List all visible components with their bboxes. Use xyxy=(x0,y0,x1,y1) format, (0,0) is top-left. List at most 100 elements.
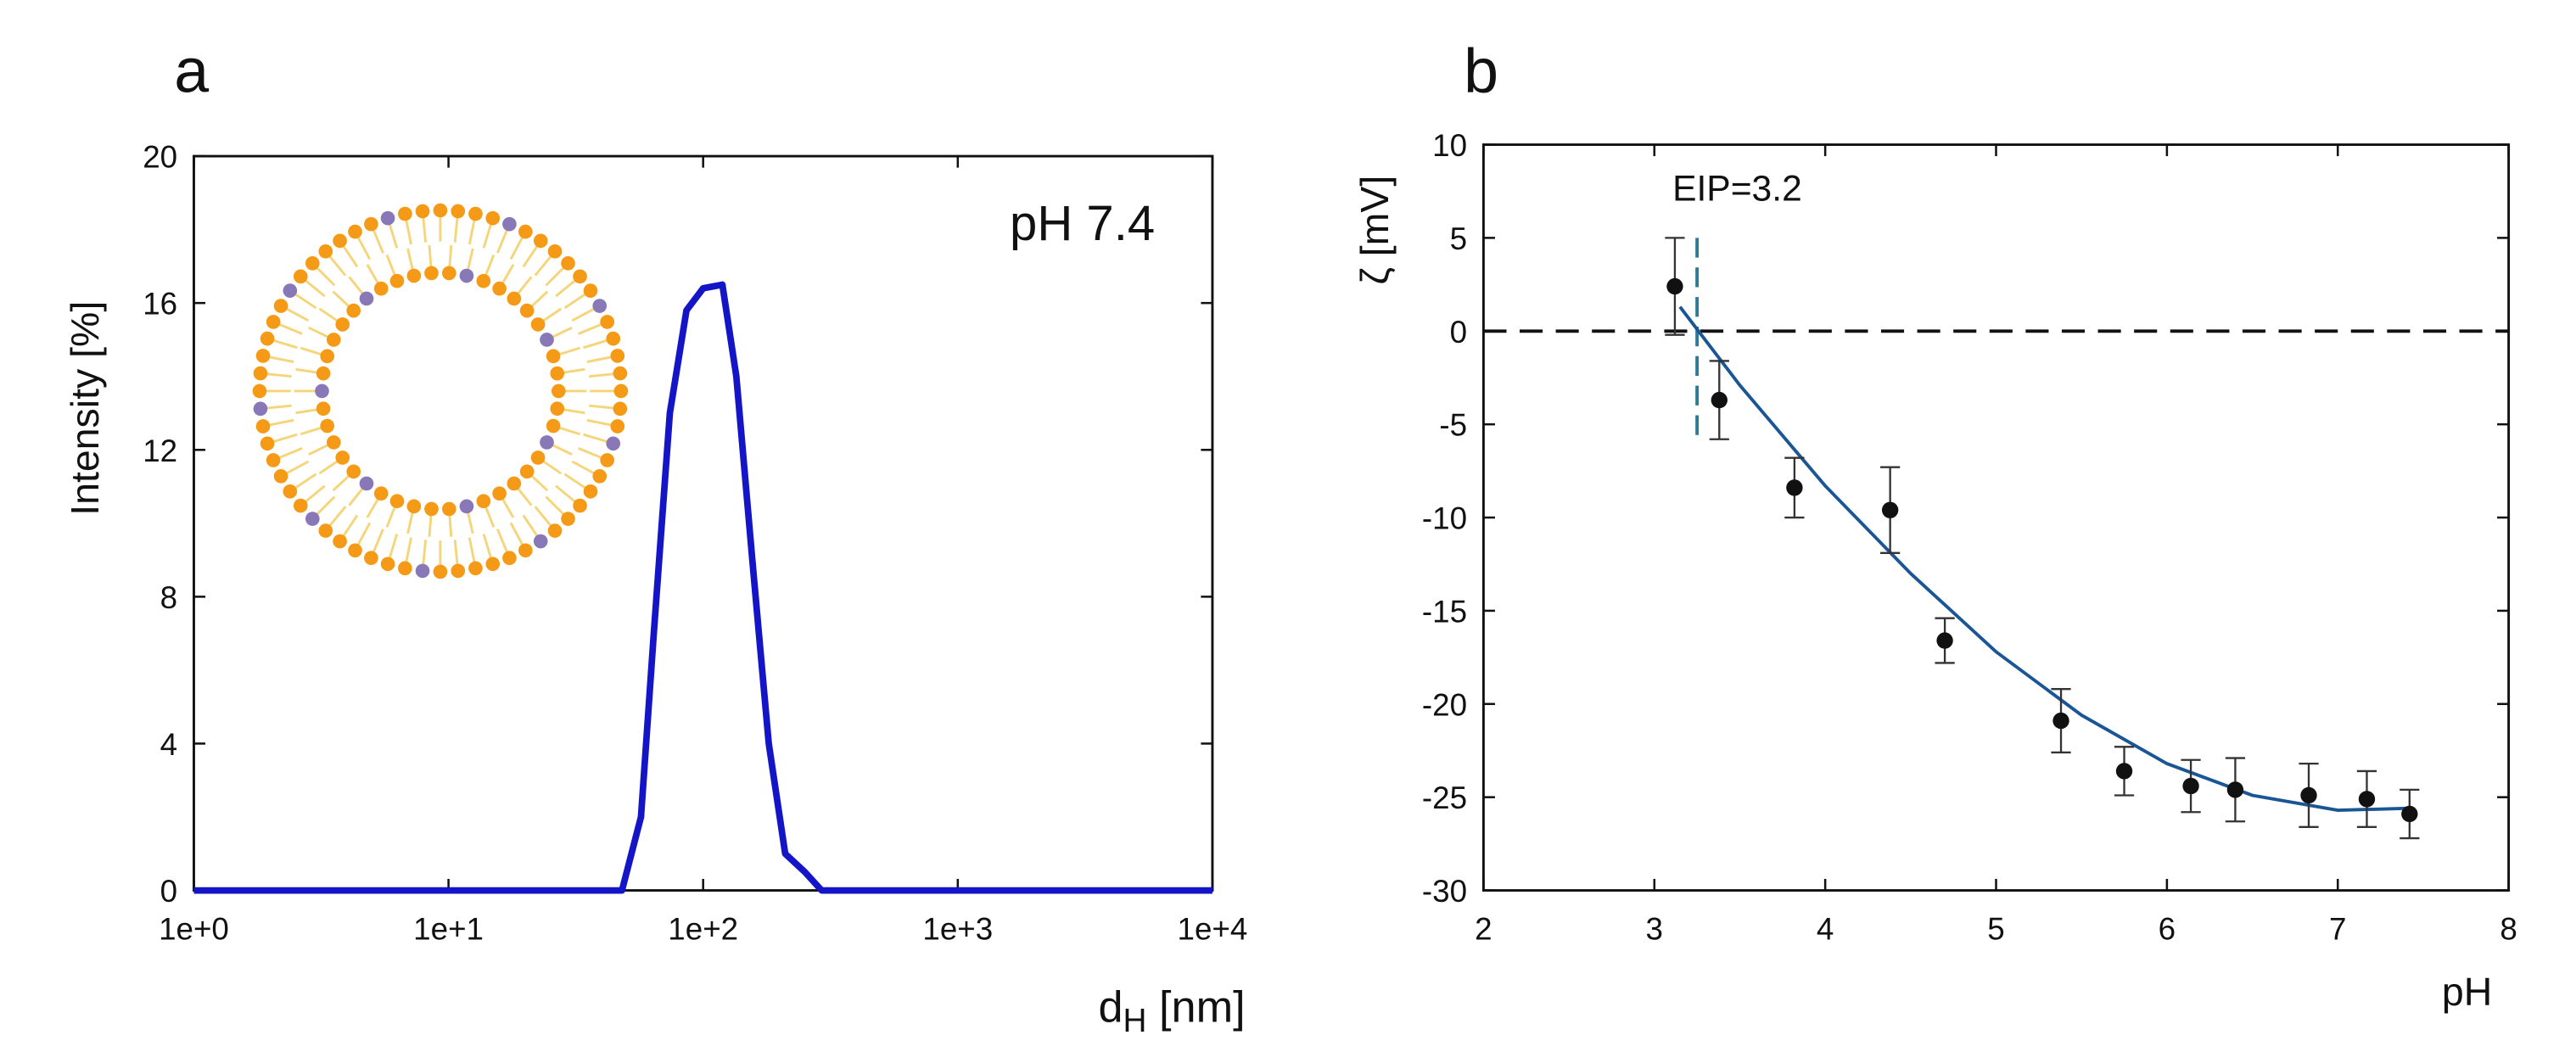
y-tick-label: 16 xyxy=(143,287,177,322)
lipid-head xyxy=(530,317,546,332)
x-tick-label: 1e+4 xyxy=(1178,912,1248,947)
panel-label: a xyxy=(174,36,209,106)
lipid-head xyxy=(305,256,320,271)
lipid-head xyxy=(346,303,361,318)
lipid-head xyxy=(320,418,335,434)
y-tick-label: -5 xyxy=(1439,408,1467,443)
x-tick-label: 1e+2 xyxy=(668,912,738,947)
lipid-head xyxy=(320,349,335,364)
y-tick-label: 10 xyxy=(1432,128,1467,163)
lipid-head xyxy=(442,501,456,517)
lipid-head xyxy=(459,268,474,283)
y-tick-label: 5 xyxy=(1450,221,1467,256)
x-tick-label: 6 xyxy=(2159,912,2176,947)
fit-curve xyxy=(1678,305,2406,813)
lipid-head xyxy=(507,476,522,491)
x-axis-label-main: d xyxy=(1098,982,1123,1032)
data-point xyxy=(2226,781,2244,798)
lipid-head xyxy=(255,349,271,363)
lipid-head xyxy=(398,206,412,221)
x-tick-label: 7 xyxy=(2329,912,2346,947)
data-point xyxy=(2052,712,2069,730)
lipid-head xyxy=(530,450,546,465)
lipid-head xyxy=(380,210,395,226)
data-point xyxy=(1786,479,1803,496)
y-axis-label: ζ [mV] xyxy=(1352,176,1397,285)
lipid-head xyxy=(485,210,501,226)
lipid-head xyxy=(335,317,350,332)
x-axis-label-unit: [nm] xyxy=(1146,982,1245,1032)
y-tick-label: 20 xyxy=(143,140,177,175)
x-axis-label: pH xyxy=(2442,970,2492,1014)
lipid-head xyxy=(253,366,268,381)
lipid-head xyxy=(433,203,448,218)
lipid-head xyxy=(380,557,395,572)
lipid-head xyxy=(468,561,483,576)
y-tick-label: 0 xyxy=(160,874,177,909)
lipid-head xyxy=(561,512,575,526)
lipid-head xyxy=(573,269,587,284)
y-tick-label: -25 xyxy=(1422,780,1467,815)
x-axis-label-sub: H xyxy=(1123,1003,1147,1039)
lipid-head xyxy=(468,206,483,221)
lipid-head xyxy=(359,291,374,306)
lipid-head xyxy=(547,523,563,538)
lipid-head xyxy=(255,419,271,434)
lipid-head xyxy=(613,383,629,399)
lipid-head xyxy=(485,557,501,572)
lipid-head xyxy=(451,563,466,579)
annotation: pH 7.4 xyxy=(1010,196,1155,251)
y-tick-label: -30 xyxy=(1422,874,1467,909)
y-tick-label: 12 xyxy=(143,434,177,468)
lipid-head xyxy=(273,299,288,313)
lipid-head xyxy=(406,499,422,514)
lipid-head xyxy=(519,303,535,318)
lipid-head xyxy=(316,366,331,381)
lipid-head xyxy=(260,331,275,346)
lipid-head xyxy=(533,534,548,549)
lipid-head xyxy=(606,436,621,451)
lipid-head xyxy=(335,450,350,465)
annotation: EIP=3.2 xyxy=(1672,168,1802,209)
x-tick-label: 5 xyxy=(1987,912,2004,947)
data-point xyxy=(2300,786,2317,804)
lipid-head xyxy=(551,383,566,399)
lipid-head xyxy=(613,366,628,381)
lipid-head xyxy=(364,551,378,566)
lipid-head xyxy=(519,464,535,479)
lipid-head xyxy=(252,383,267,399)
lipid-head xyxy=(533,233,548,249)
x-tick-label: 1e+1 xyxy=(413,912,484,947)
lipid-head xyxy=(583,484,598,499)
lipid-head xyxy=(540,435,554,450)
lipid-head xyxy=(451,204,466,219)
lipid-head xyxy=(592,299,608,313)
data-point xyxy=(1711,391,1728,409)
y-tick-label: 8 xyxy=(160,580,177,615)
lipid-head xyxy=(373,486,389,501)
lipid-head xyxy=(359,476,374,491)
lipid-head xyxy=(406,268,422,283)
lipid-head xyxy=(333,233,347,249)
vesicle-illustration xyxy=(252,203,629,579)
intensity-line xyxy=(193,281,1212,894)
lipid-head xyxy=(442,266,456,281)
data-point xyxy=(2358,791,2376,808)
lipid-head xyxy=(424,501,439,517)
x-tick-label: 4 xyxy=(1817,912,1834,947)
lipid-head xyxy=(293,498,308,513)
data-point xyxy=(1666,277,1683,295)
x-tick-label: 1e+3 xyxy=(922,912,993,947)
x-tick-label: 2 xyxy=(1475,912,1492,947)
lipid-head xyxy=(348,543,362,558)
lipid-head xyxy=(610,349,625,363)
lipid-head xyxy=(398,561,412,576)
lipid-head xyxy=(326,333,341,347)
lipid-head xyxy=(326,435,341,450)
lipid-head xyxy=(492,486,507,501)
lipid-head xyxy=(592,469,608,484)
lipid-head xyxy=(546,349,561,364)
y-tick-label: 0 xyxy=(1450,315,1467,350)
lipid-head xyxy=(610,419,625,434)
y-tick-label: -20 xyxy=(1422,687,1467,722)
